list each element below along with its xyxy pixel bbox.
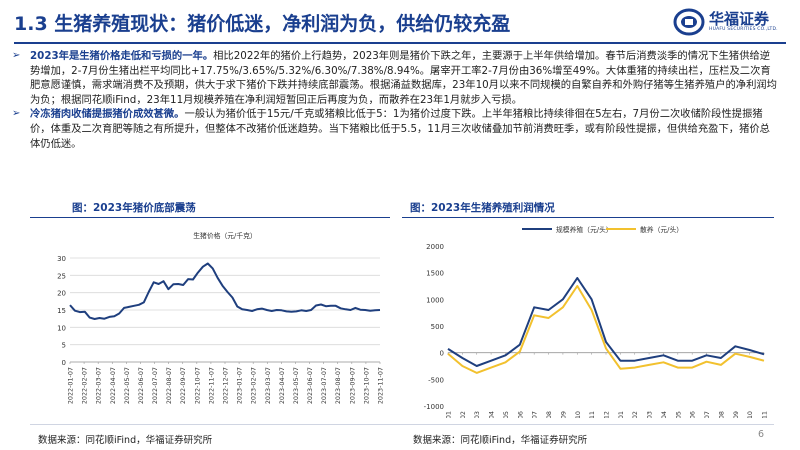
x-tick-label: 2023-04-07 [278, 367, 286, 404]
bullet-item: ➢ 冷冻猪肉收储提振猪价成效甚微。一般认为猪价低于15元/千克或猪粮比低于5：1… [12, 107, 780, 151]
logo-name: 华福证券 [709, 10, 770, 28]
x-tick-label: 2023-02-07 [250, 367, 258, 404]
y-tick-label: 0 [440, 350, 444, 358]
bullet-text: 相比2022年的猪价上行趋势，2023年则是猪价下跌之年，主要源于上半年供给增加… [30, 50, 777, 106]
series-line [447, 277, 765, 367]
x-tick-label: 2022-02 [459, 411, 467, 418]
x-tick-label: 2023-10 [746, 411, 754, 418]
x-tick-label: 2022-01 [445, 411, 453, 418]
x-tick-label: 2022-04-07 [109, 367, 117, 404]
y-tick-label: -1000 [424, 403, 444, 411]
x-tick-label: 2023-10-07 [362, 367, 370, 404]
bullet-item: ➢ 2023年是生猪价格走低和亏损的一年。相比2022年的猪价上行趋势，2023… [12, 49, 780, 107]
x-tick-label: 2022-11 [588, 411, 596, 418]
x-tick-label: 2023-06 [689, 411, 697, 418]
profit-chart: -1000 -500 0 500 1000 1500 2000 2022-01 2022-02 2… [424, 225, 769, 418]
x-tick-label: 2023-04 [660, 411, 668, 418]
series-line [69, 262, 381, 320]
y-tick-label: 1500 [426, 270, 444, 278]
x-tick-label: 2022-05-07 [123, 367, 131, 404]
chart-divider [402, 217, 774, 218]
y-tick-label: 15 [57, 307, 66, 315]
y-tick-label: -500 [428, 376, 444, 384]
x-tick-label: 2022-07 [531, 411, 539, 418]
x-tick-label: 2022-01-07 [67, 367, 75, 404]
y-tick-label: 5 [62, 342, 66, 350]
x-tick-label: 2022-11-07 [207, 367, 215, 404]
x-tick-label: 2023-06-07 [306, 367, 314, 404]
page-number: 6 [758, 429, 765, 440]
arrow-bullet-icon: ➢ [12, 50, 21, 61]
bullet-lead: 冷冻猪肉收储提振猪价成效甚微。 [30, 108, 185, 121]
y-tick-label: 20 [57, 290, 66, 298]
x-tick-label: 2022-05 [502, 411, 510, 418]
x-tick-label: 2023-07-07 [320, 367, 328, 404]
header-divider [14, 42, 786, 44]
x-tick-label: 2023-08-07 [334, 367, 342, 404]
x-tick-label: 2022-12 [603, 411, 611, 418]
x-tick-label: 2022-02-07 [81, 367, 89, 404]
series-line [447, 285, 765, 374]
data-source-right: 数据来源：同花顺iFind，华福证券研究所 [413, 435, 588, 446]
bullet-lead: 2023年是生猪价格走低和亏损的一年。 [30, 50, 214, 62]
x-tick-label: 2022-09-07 [179, 367, 187, 404]
x-tick-label: 2022-03 [473, 411, 481, 418]
x-tick-label: 2023-11-07 [377, 367, 385, 404]
x-tick-label: 2023-02 [631, 411, 639, 418]
bullet-text: 一般认为猪价低于15元/千克或猪粮比低于5：1为猪价过度下跌。上半年猪粮比持续徘… [30, 108, 770, 150]
x-tick-label: 2023-01 [617, 411, 625, 418]
chart-divider [30, 217, 390, 218]
arrow-bullet-icon: ➢ [12, 108, 21, 120]
logo-emblem-icon [673, 8, 705, 36]
footer-divider [30, 424, 774, 425]
logo-english-name: HUAFU SECURITIES CO.,LTD. [709, 27, 778, 32]
bullet-list: ➢ 2023年是生猪价格走低和亏损的一年。相比2022年的猪价上行趋势，2023… [12, 49, 780, 151]
x-tick-label: 2023-05 [674, 411, 682, 418]
chart-title-profit: 图：2023年生猪养殖利润情况 [410, 202, 555, 214]
x-tick-label: 2022-08 [545, 411, 553, 418]
page-title: 1.3 生猪养殖现状：猪价低迷，净利润为负，供给仍较充盈 [14, 13, 511, 35]
x-tick-label: 2023-03 [646, 411, 654, 418]
y-tick-label: 1000 [426, 296, 444, 304]
x-tick-label: 2023-01-07 [236, 367, 244, 404]
x-tick-label: 2022-10 [574, 411, 582, 418]
y-tick-label: 2000 [426, 243, 444, 251]
x-tick-label: 2022-12-07 [222, 367, 230, 404]
y-tick-label: 25 [57, 272, 66, 280]
x-tick-label: 2022-08-07 [165, 367, 173, 404]
x-tick-label: 2022-10-07 [193, 367, 201, 404]
y-tick-label: 0 [62, 359, 66, 367]
x-tick-label: 2023-08 [717, 411, 725, 418]
pig-price-chart: 0 5 10 15 20 25 30 2022-01-07 2022-02-07 2022-03-… [57, 231, 385, 404]
data-source-left: 数据来源：同花顺iFind，华福证券研究所 [38, 435, 213, 446]
x-tick-label: 2023-09 [732, 411, 740, 418]
x-tick-label: 2022-04 [488, 411, 496, 418]
x-tick-label: 2022-09 [559, 411, 567, 418]
x-tick-label: 2023-11 [761, 411, 769, 418]
x-tick-label: 2022-06-07 [137, 367, 145, 404]
x-tick-label: 2023-03-07 [264, 367, 272, 404]
x-tick-label: 2023-09-07 [348, 367, 356, 404]
x-tick-label: 2023-07 [703, 411, 711, 418]
y-tick-label: 10 [57, 324, 66, 332]
y-tick-label: 30 [57, 255, 66, 263]
header: 1.3 生猪养殖现状：猪价低迷，净利润为负，供给仍较充盈 华福证券 HUAFU … [0, 0, 800, 44]
y-tick-label: 500 [431, 323, 444, 331]
chart-title-pig-price: 图：2023年猪价底部震荡 [72, 202, 196, 214]
x-tick-label: 2023-05-07 [292, 367, 300, 404]
x-tick-label: 2022-07-07 [151, 367, 159, 404]
x-tick-label: 2022-03-07 [95, 367, 103, 404]
x-tick-label: 2022-06 [516, 411, 524, 418]
legend-label: 散养（元/头） [640, 225, 683, 234]
legend-label: 规模养殖（元/头） [556, 225, 613, 234]
legend-label: 生猪价格（元/千克） [193, 231, 256, 240]
company-logo: 华福证券 HUAFU SECURITIES CO.,LTD. [673, 7, 791, 37]
